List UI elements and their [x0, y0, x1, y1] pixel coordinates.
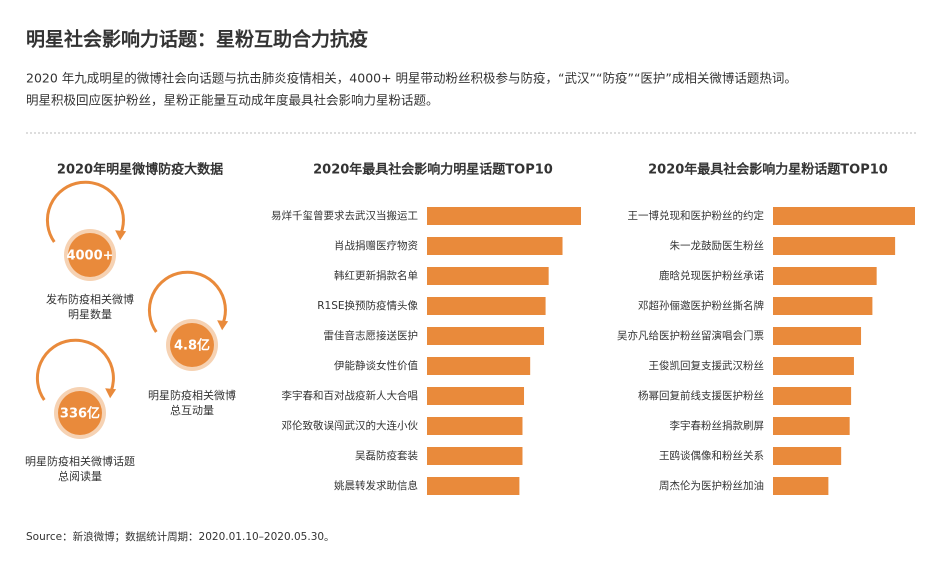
- bar-label: 王俊凯回复支援武汉粉丝: [649, 359, 765, 372]
- stat-value: 336亿: [60, 406, 100, 422]
- bar: [427, 477, 520, 495]
- title: 明星社会影响力话题：星粉互助合力抗疫: [26, 28, 368, 51]
- bar: [773, 327, 862, 345]
- bar-label: 邓超孙俪邀医护粉丝撕名牌: [638, 299, 764, 312]
- stat-circle: [68, 233, 112, 277]
- bar: [773, 447, 842, 465]
- stat-label: 总互动量: [170, 403, 214, 417]
- chart-title: 2020年最具社会影响力星粉话题TOP10: [648, 162, 888, 178]
- bar-label: 周杰伦为医护粉丝加油: [659, 479, 764, 492]
- bar-label: 邓伦致敬误闯武汉的大连小伙: [282, 419, 419, 432]
- bar: [427, 417, 523, 435]
- bar-label: 鹿晗兑现医护粉丝承诺: [659, 269, 764, 282]
- stat-label: 发布防疫相关微博: [46, 292, 134, 306]
- bar: [427, 297, 546, 315]
- source: Source：新浪微博；数据统计周期：2020.01.10–2020.05.30…: [26, 530, 335, 543]
- bar-label: 吴亦凡给医护粉丝留演唱会门票: [617, 329, 764, 342]
- bar: [427, 447, 523, 465]
- stat-circle: [58, 391, 102, 435]
- ring-arrow: [217, 320, 229, 331]
- bar-label: 伊能静谈女性价值: [334, 359, 418, 372]
- bar: [773, 207, 915, 225]
- bar: [773, 267, 877, 285]
- bar-label: 姚晨转发求助信息: [334, 479, 418, 492]
- bar-label: 吴磊防疫套装: [355, 449, 418, 462]
- ring-arrow: [105, 388, 117, 399]
- bar: [427, 357, 531, 375]
- bar: [427, 207, 581, 225]
- bar-label: 易烊千玺曾要求去武汉当搬运工: [271, 209, 418, 222]
- bar-label: R1SE换预防疫情头像: [317, 299, 418, 312]
- description: 2020 年九成明星的微博社会向话题与抗击肺炎疫情相关，4000+ 明星带动粉丝…: [26, 71, 797, 86]
- bar-label: 王一博兑现和医护粉丝的约定: [628, 209, 765, 222]
- stats-title: 2020年明星微博防疫大数据: [57, 162, 223, 178]
- bar: [427, 327, 545, 345]
- bar: [427, 387, 525, 405]
- bar-label: 肖战捐赠医疗物资: [334, 239, 418, 252]
- ring-arc: [45, 180, 125, 243]
- ring-arc: [35, 338, 115, 401]
- ring-arrow: [115, 230, 127, 241]
- bar: [773, 417, 850, 435]
- bar-label: 杨幂回复前线支援医护粉丝: [638, 389, 764, 402]
- bar: [773, 477, 829, 495]
- bar-label: 雷佳音志愿接送医护: [324, 329, 419, 342]
- bar: [773, 387, 852, 405]
- stat-value: 4.8亿: [174, 338, 210, 354]
- bar: [773, 357, 854, 375]
- bar-label: 王鸥谈偶像和粉丝关系: [659, 449, 764, 462]
- stat-label: 总阅读量: [58, 469, 102, 483]
- stat-circle: [170, 323, 214, 367]
- stat-value: 4000+: [66, 249, 113, 264]
- chart-title: 2020年最具社会影响力明星话题TOP10: [313, 162, 553, 178]
- bar-label: 李宇春和百对战疫新人大合唱: [282, 389, 419, 402]
- stat-label: 明星数量: [68, 308, 112, 321]
- bar: [427, 267, 549, 285]
- ring-arc: [147, 270, 227, 333]
- description: 明星积极回应医护粉丝，星粉正能量互动成年度最具社会影响力星粉话题。: [26, 93, 439, 108]
- bar: [773, 237, 896, 255]
- bar: [773, 297, 873, 315]
- stat-label: 明星防疫相关微博: [148, 388, 236, 402]
- stat-label: 明星防疫相关微博话题: [25, 454, 135, 468]
- bar: [427, 237, 563, 255]
- bar-label: 韩红更新捐款名单: [334, 269, 418, 282]
- bar-label: 朱一龙鼓励医生粉丝: [670, 239, 765, 252]
- bar-label: 李宇春粉丝捐款刷屏: [670, 419, 765, 432]
